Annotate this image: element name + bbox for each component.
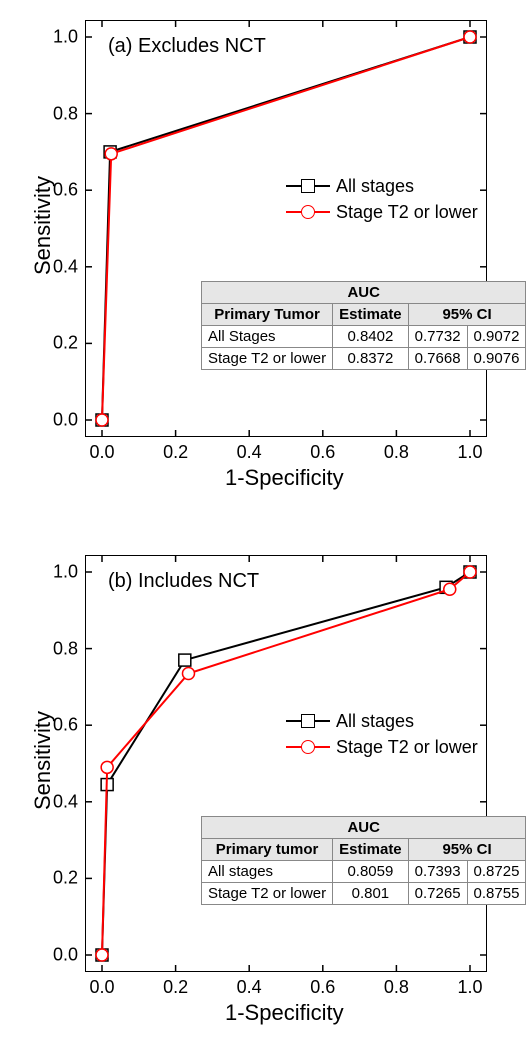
legend-row-stage-t2: Stage T2 or lower xyxy=(286,199,478,225)
x-tick-label: 0.0 xyxy=(89,442,114,463)
table-title: AUC xyxy=(202,817,526,839)
xlabel-b: 1-Specificity xyxy=(225,1000,344,1026)
x-tick-label: 0.4 xyxy=(237,442,262,463)
x-tick-label: 0.8 xyxy=(384,442,409,463)
col-primary-tumor: Primary Tumor xyxy=(202,304,333,326)
table-title: AUC xyxy=(202,282,526,304)
cell: Stage T2 or lower xyxy=(202,348,333,370)
table-row: All stages 0.8059 0.7393 0.8725 xyxy=(202,861,526,883)
cell: 0.8059 xyxy=(333,861,409,883)
x-tick-label: 0.6 xyxy=(310,442,335,463)
legend-row-stage-t2: Stage T2 or lower xyxy=(286,734,478,760)
plot-area-a: (a) Excludes NCT All stages Stage T2 or … xyxy=(85,20,487,437)
ylabel-b: Sensitivity xyxy=(30,711,56,810)
x-tick-label: 0.2 xyxy=(163,442,188,463)
cell: 0.9076 xyxy=(467,348,526,370)
y-tick-label: 0.0 xyxy=(53,945,78,966)
cell: 0.7668 xyxy=(408,348,467,370)
legend-row-all-stages: All stages xyxy=(286,173,478,199)
x-tick-label: 0.2 xyxy=(163,977,188,998)
cell: Stage T2 or lower xyxy=(202,883,333,905)
y-tick-label: 0.0 xyxy=(53,410,78,431)
cell: 0.9072 xyxy=(467,326,526,348)
legend-label-stage-t2: Stage T2 or lower xyxy=(336,202,478,223)
table-row: Stage T2 or lower 0.801 0.7265 0.8755 xyxy=(202,883,526,905)
legend-b: All stages Stage T2 or lower xyxy=(286,708,478,760)
col-estimate: Estimate xyxy=(333,304,409,326)
auc-table-a: AUC Primary Tumor Estimate 95% CI All St… xyxy=(201,281,526,370)
x-tick-label: 0.6 xyxy=(310,977,335,998)
panel-b: (b) Includes NCT All stages Stage T2 or … xyxy=(0,525,528,1050)
roc-plot-a xyxy=(86,21,486,436)
legend-label-stage-t2: Stage T2 or lower xyxy=(336,737,478,758)
cell: 0.7265 xyxy=(408,883,467,905)
auc-table-b: AUC Primary tumor Estimate 95% CI All st… xyxy=(201,816,526,905)
cell: 0.8372 xyxy=(333,348,409,370)
y-tick-label: 0.2 xyxy=(53,333,78,354)
y-tick-label: 0.8 xyxy=(53,103,78,124)
y-tick-label: 0.2 xyxy=(53,868,78,889)
y-tick-label: 0.4 xyxy=(53,791,78,812)
y-tick-label: 0.6 xyxy=(53,715,78,736)
plot-area-b: (b) Includes NCT All stages Stage T2 or … xyxy=(85,555,487,972)
y-tick-label: 0.8 xyxy=(53,638,78,659)
legend-swatch-stage-t2 xyxy=(286,740,330,754)
y-tick-label: 1.0 xyxy=(53,27,78,48)
roc-plot-b xyxy=(86,556,486,971)
legend-swatch-all-stages xyxy=(286,179,330,193)
x-tick-label: 1.0 xyxy=(457,977,482,998)
x-tick-label: 0.8 xyxy=(384,977,409,998)
figure: (a) Excludes NCT All stages Stage T2 or … xyxy=(0,0,528,1050)
y-tick-label: 0.6 xyxy=(53,180,78,201)
legend-label-all-stages: All stages xyxy=(336,711,414,732)
y-tick-label: 0.4 xyxy=(53,256,78,277)
cell: 0.801 xyxy=(333,883,409,905)
cell: 0.8725 xyxy=(467,861,526,883)
col-primary-tumor: Primary tumor xyxy=(202,839,333,861)
panel-a: (a) Excludes NCT All stages Stage T2 or … xyxy=(0,0,528,525)
xlabel-a: 1-Specificity xyxy=(225,465,344,491)
x-tick-label: 0.4 xyxy=(237,977,262,998)
legend-row-all-stages: All stages xyxy=(286,708,478,734)
col-ci: 95% CI xyxy=(408,304,526,326)
panel-a-title: (a) Excludes NCT xyxy=(108,35,266,58)
ylabel-a: Sensitivity xyxy=(30,176,56,275)
x-tick-label: 1.0 xyxy=(457,442,482,463)
legend-swatch-stage-t2 xyxy=(286,205,330,219)
cell: 0.7393 xyxy=(408,861,467,883)
cell: 0.8402 xyxy=(333,326,409,348)
col-estimate: Estimate xyxy=(333,839,409,861)
table-row: All Stages 0.8402 0.7732 0.9072 xyxy=(202,326,526,348)
cell: All stages xyxy=(202,861,333,883)
panel-b-title: (b) Includes NCT xyxy=(108,570,259,593)
legend-a: All stages Stage T2 or lower xyxy=(286,173,478,225)
legend-label-all-stages: All stages xyxy=(336,176,414,197)
table-row: Stage T2 or lower 0.8372 0.7668 0.9076 xyxy=(202,348,526,370)
legend-swatch-all-stages xyxy=(286,714,330,728)
y-tick-label: 1.0 xyxy=(53,562,78,583)
cell: 0.7732 xyxy=(408,326,467,348)
x-tick-label: 0.0 xyxy=(89,977,114,998)
cell: All Stages xyxy=(202,326,333,348)
col-ci: 95% CI xyxy=(408,839,526,861)
cell: 0.8755 xyxy=(467,883,526,905)
